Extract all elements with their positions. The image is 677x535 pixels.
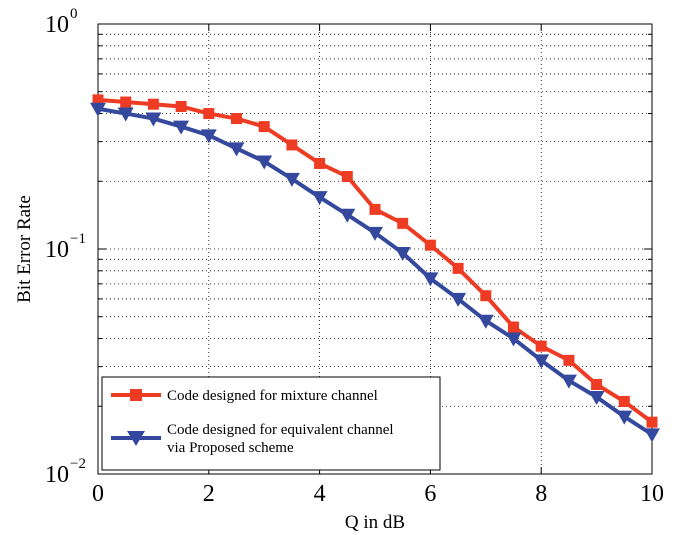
data-point-triangle	[256, 155, 273, 170]
data-point-square	[397, 217, 409, 229]
y-tick-exponent: −2	[70, 456, 86, 472]
data-point-square	[535, 340, 547, 352]
y-axis-label: Bit Error Rate	[14, 195, 35, 303]
data-point-square	[175, 100, 187, 112]
data-point-triangle	[588, 390, 605, 405]
data-point-triangle	[394, 246, 411, 261]
data-point-triangle	[505, 332, 522, 347]
data-point-square	[618, 396, 630, 408]
y-tick-exponent: 0	[70, 6, 78, 22]
x-tick-label: 10	[640, 481, 664, 507]
x-tick-label: 8	[535, 481, 547, 507]
data-point-square	[563, 354, 575, 366]
data-point-square	[120, 96, 132, 108]
data-point-square	[591, 378, 603, 390]
x-tick-label: 6	[424, 481, 436, 507]
data-point-triangle	[90, 102, 106, 117]
legend-label-mixture: Code designed for mixture channel	[167, 388, 378, 404]
data-point-triangle	[200, 129, 217, 144]
data-point-triangle	[283, 172, 300, 187]
y-tick-label: 10	[45, 237, 69, 263]
data-point-triangle	[560, 374, 577, 389]
data-point-triangle	[644, 428, 660, 443]
data-point-square	[203, 108, 215, 120]
data-point-triangle	[117, 107, 134, 122]
x-axis-label: Q in dB	[345, 512, 405, 533]
data-point-square	[92, 94, 104, 106]
data-point-triangle	[422, 272, 439, 287]
legend-marker-triangle	[127, 431, 145, 446]
y-tick-label: 10	[45, 462, 69, 488]
data-point-square	[258, 121, 270, 133]
data-point-square	[231, 113, 242, 125]
x-tick-label: 4	[314, 481, 326, 507]
series-layer	[90, 94, 660, 443]
data-point-triangle	[173, 120, 190, 135]
data-point-triangle	[311, 191, 328, 206]
data-point-triangle	[533, 354, 550, 369]
data-point-triangle	[616, 410, 633, 425]
data-point-triangle	[339, 208, 356, 223]
data-point-square	[452, 262, 464, 274]
data-point-triangle	[228, 142, 245, 157]
legend-box	[101, 376, 441, 471]
x-tick-label: 0	[92, 481, 104, 507]
data-point-square	[480, 290, 492, 302]
data-point-triangle	[450, 292, 467, 307]
data-point-square	[341, 171, 353, 183]
data-point-square	[424, 239, 436, 251]
x-tick-label: 2	[203, 481, 215, 507]
y-tick-exponent: −1	[70, 231, 86, 247]
data-point-square	[147, 98, 159, 110]
data-point-square	[369, 203, 381, 215]
legend-label-proposed-line1: Code designed for equivalent channel	[167, 422, 394, 438]
data-point-triangle	[477, 314, 494, 329]
legend: Code designed for mixture channel Code d…	[101, 376, 441, 471]
y-tick-label: 10	[45, 12, 69, 38]
ticks	[97, 23, 653, 475]
legend-label-proposed-line2: via Proposed scheme	[167, 440, 294, 456]
data-point-square	[508, 321, 519, 333]
data-point-square	[646, 416, 658, 428]
data-point-triangle	[367, 226, 383, 241]
data-point-square	[314, 157, 326, 169]
data-point-square	[286, 139, 298, 151]
data-point-triangle	[145, 112, 162, 127]
legend-marker-square	[130, 389, 142, 401]
